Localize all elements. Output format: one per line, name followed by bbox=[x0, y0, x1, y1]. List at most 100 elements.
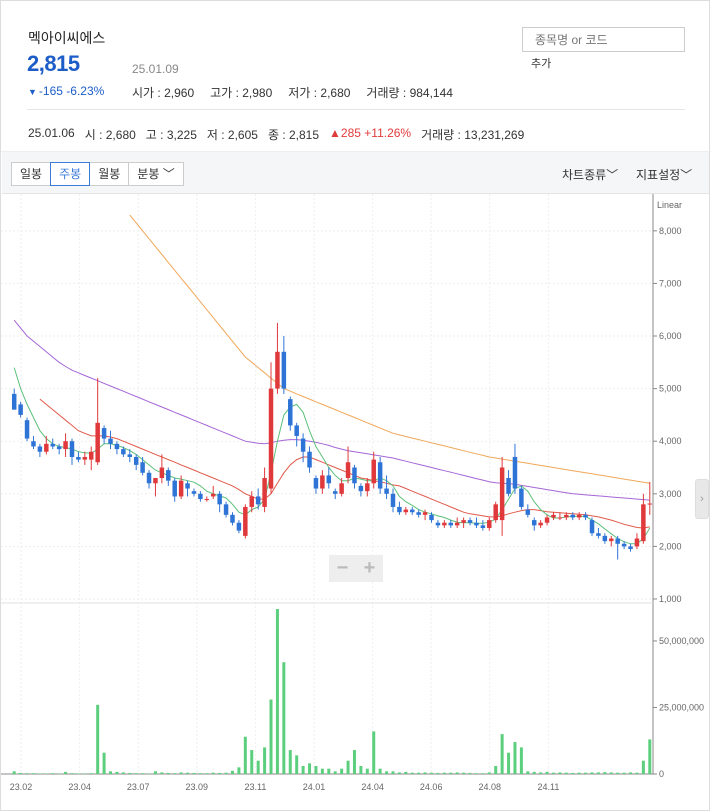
volume-bar bbox=[70, 773, 74, 774]
candle-body bbox=[204, 499, 210, 501]
x-tick-label: 24.04 bbox=[361, 782, 384, 792]
x-tick-label: 23.11 bbox=[244, 782, 266, 792]
volume-bar bbox=[224, 772, 228, 774]
volume-bar bbox=[603, 772, 607, 774]
volume-bar bbox=[629, 772, 633, 774]
chart-type-label: 차트종류 bbox=[562, 168, 607, 182]
candle-body bbox=[429, 514, 434, 521]
candle-body bbox=[217, 493, 222, 505]
zoom-out-button[interactable]: − bbox=[336, 557, 349, 579]
volume-bar bbox=[436, 772, 440, 774]
add-button[interactable]: 추가 bbox=[531, 58, 552, 70]
volume-bar bbox=[397, 772, 401, 774]
volume-bar bbox=[474, 773, 478, 774]
candle-body bbox=[345, 462, 351, 479]
candle-body bbox=[82, 456, 88, 460]
volume-bar bbox=[526, 771, 530, 774]
volume-bar bbox=[327, 768, 331, 774]
candle-body bbox=[525, 509, 531, 515]
price-tick-label: 5,000 bbox=[659, 384, 682, 394]
stock-search-input[interactable] bbox=[522, 27, 685, 52]
candle-body bbox=[487, 520, 492, 528]
hover-low: 저 : 2,605 bbox=[206, 128, 258, 142]
volume-bar bbox=[333, 771, 337, 774]
volume-tick-label: 0 bbox=[659, 769, 664, 779]
price-tick-label: 3,000 bbox=[659, 489, 682, 499]
volume-bar bbox=[109, 771, 113, 774]
expand-handle[interactable]: › bbox=[695, 479, 709, 519]
zoom-in-button[interactable]: + bbox=[363, 557, 376, 579]
volume-bar bbox=[551, 772, 555, 774]
candle-body bbox=[448, 522, 454, 526]
volume-bar bbox=[410, 772, 414, 774]
candle-body bbox=[210, 493, 216, 497]
quote-date: 25.01.09 bbox=[132, 62, 179, 76]
candle-body bbox=[300, 438, 306, 452]
indicator-dropdown[interactable]: 지표설정﹀ bbox=[636, 166, 692, 183]
candle-body bbox=[474, 522, 479, 526]
candle-body bbox=[519, 488, 524, 507]
volume-bar bbox=[577, 772, 581, 774]
volume-bar bbox=[243, 736, 247, 774]
candle-body bbox=[281, 351, 287, 389]
volume-bar bbox=[250, 750, 254, 774]
volume-label: 거래량 bbox=[366, 86, 400, 100]
candle-body bbox=[262, 478, 267, 507]
volume-bar bbox=[564, 772, 568, 774]
x-tick-label: 24.11 bbox=[537, 782, 559, 792]
volume-bar bbox=[301, 766, 305, 774]
volume-bar bbox=[295, 755, 299, 774]
volume-bar bbox=[359, 766, 363, 774]
chart-type-dropdown[interactable]: 차트종류﹀ bbox=[562, 166, 618, 183]
candle-body bbox=[634, 538, 640, 547]
high-stat: 고가 : 2,980 bbox=[210, 86, 273, 100]
candle-body bbox=[108, 438, 113, 444]
hover-change-value: 285 +11.26% bbox=[340, 126, 412, 140]
candle-body bbox=[499, 467, 505, 521]
x-tick-label: 23.07 bbox=[127, 782, 150, 792]
candle-body bbox=[602, 535, 608, 542]
candle-body bbox=[185, 483, 190, 489]
candle-body bbox=[454, 522, 460, 526]
candle-body bbox=[294, 425, 299, 436]
candle-body bbox=[178, 480, 184, 497]
volume-bar bbox=[89, 773, 93, 774]
candle-body bbox=[95, 422, 100, 463]
candle-body bbox=[31, 441, 36, 447]
volume-bar bbox=[519, 747, 523, 774]
tab-weekly[interactable]: 주봉 bbox=[50, 162, 91, 186]
tab-monthly[interactable]: 월봉 bbox=[89, 162, 130, 186]
price-chart[interactable]: Linear 8,000 7,000 6,000 5,000 4,000 3,000 2,00… bbox=[1, 194, 711, 794]
volume-bar bbox=[346, 760, 350, 774]
volume-bar bbox=[31, 773, 35, 774]
volume-bar bbox=[198, 773, 202, 774]
volume-bar bbox=[134, 773, 138, 774]
candle-body bbox=[647, 503, 653, 505]
volume-bar bbox=[25, 773, 29, 774]
candle-body bbox=[397, 506, 402, 513]
high-label: 고가 bbox=[210, 86, 233, 100]
candle-body bbox=[89, 451, 94, 460]
volume-bar bbox=[481, 773, 485, 774]
volume-bar bbox=[596, 772, 600, 774]
volume-bar bbox=[237, 767, 241, 774]
candle-body bbox=[69, 441, 75, 457]
candle-body bbox=[133, 456, 139, 465]
hover-close: 종 : 2,815 bbox=[268, 126, 319, 143]
candle-body bbox=[461, 520, 466, 523]
candle-body bbox=[140, 462, 145, 473]
candle-body bbox=[255, 496, 261, 505]
tab-minute[interactable]: 분봉 ﹀ bbox=[128, 162, 184, 186]
volume-bar bbox=[179, 772, 183, 774]
candle-body bbox=[332, 491, 338, 494]
tab-daily[interactable]: 일봉 bbox=[11, 162, 52, 186]
candle-body bbox=[76, 456, 81, 460]
volume-bar bbox=[609, 772, 613, 774]
price-tick-label: 1,000 bbox=[659, 594, 682, 604]
candle-body bbox=[268, 388, 274, 489]
volume-bar bbox=[372, 731, 376, 774]
x-tick-label: 24.08 bbox=[479, 782, 502, 792]
ma5-line bbox=[13, 367, 651, 545]
hover-volume: 거래량 : 13,231,269 bbox=[421, 128, 525, 142]
volume-bar bbox=[462, 772, 466, 774]
